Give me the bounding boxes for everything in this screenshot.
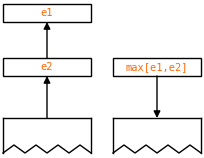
Text: max[e1,e2]: max[e1,e2] [125, 62, 187, 72]
Bar [112, 58, 200, 76]
Bar [3, 4, 91, 22]
Text: e1: e1 [41, 8, 53, 18]
Bar [3, 58, 91, 76]
Text: e2: e2 [41, 62, 53, 72]
